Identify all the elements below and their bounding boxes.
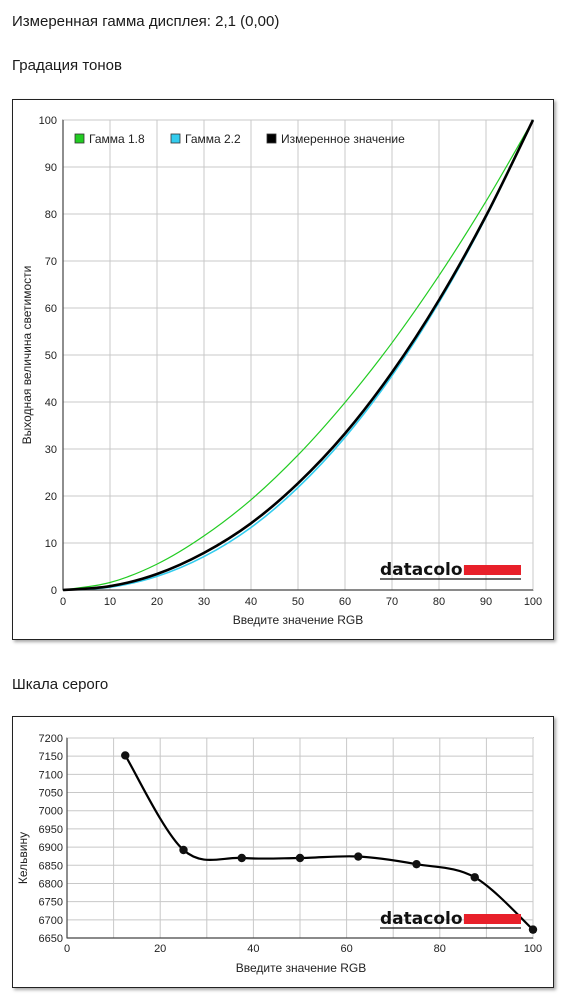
tone-x-tick-label: 20 (151, 596, 163, 608)
tone-legend-label: Гамма 1.8 (89, 132, 145, 146)
tone-y-tick-label: 90 (45, 162, 57, 174)
gray-y-tick-label: 7200 (39, 733, 63, 745)
gray-y-tick-label: 6850 (39, 860, 63, 872)
gray-data-point (237, 853, 246, 863)
tone-chart-frame: 0 10 20 30 40 50 60 70 80 90 100 0 10 20 30 40 50 60 70 80 9… (12, 99, 554, 640)
tone-chart: 0 10 20 30 40 50 60 70 80 90 100 0 10 20 30 40 50 60 70 80 9… (20, 115, 542, 627)
tone-y-tick-label: 40 (45, 397, 57, 409)
gray-data-point (412, 859, 421, 869)
datacolor-logo-bar (464, 914, 521, 924)
gray-y-axis-label: Кельвину (16, 832, 30, 884)
tone-series-line (62, 119, 535, 592)
gray-y-tick-label: 6950 (39, 824, 63, 836)
gray-y-tick-label: 7000 (39, 806, 63, 818)
tone-x-tick-label: 10 (104, 596, 116, 608)
gray-section-title: Шкала серого (12, 676, 109, 693)
gray-data-point (528, 925, 538, 934)
gray-y-tick-label: 7100 (39, 769, 63, 781)
gray-y-tick-label: 6650 (39, 933, 63, 945)
tone-x-tick-label: 50 (292, 596, 304, 608)
tone-x-tick-label: 0 (60, 596, 66, 608)
tone-x-tick-label: 70 (386, 596, 398, 608)
datacolor-logo: datacolor (380, 560, 472, 580)
gray-x-tick-label: 60 (340, 943, 352, 955)
gray-y-tick-label: 6900 (39, 842, 63, 854)
tone-legend-swatch (74, 133, 85, 144)
tone-y-axis-label: Выходная величина светимости (20, 266, 34, 445)
tone-x-tick-label: 80 (433, 596, 445, 608)
tone-x-tick-label: 100 (524, 596, 542, 608)
tone-y-tick-label: 20 (45, 491, 57, 503)
tone-y-tick-label: 80 (45, 209, 57, 221)
tone-y-tick-label: 30 (45, 444, 57, 456)
tone-legend-swatch (266, 133, 277, 144)
gray-chart-frame: 0 20 40 60 80 100 6650 6700 6750 6800 6850 6900 6950… (12, 716, 554, 988)
gray-x-tick-label: 0 (64, 943, 70, 955)
tone-y-tick-label: 100 (39, 115, 57, 127)
gray-y-tick-label: 6800 (39, 878, 63, 890)
tone-series-line (62, 119, 534, 591)
gray-data-point (470, 873, 479, 882)
gray-data-point (295, 853, 305, 863)
gray-x-tick-label: 20 (154, 943, 166, 955)
tone-y-tick-label: 0 (51, 585, 57, 597)
gray-x-tick-label: 80 (434, 943, 446, 955)
gray-x-tick-label: 100 (524, 943, 542, 955)
tone-y-tick-label: 50 (45, 350, 57, 362)
tone-x-tick-label: 60 (339, 596, 351, 608)
gray-x-tick-label: 40 (247, 943, 259, 955)
tone-x-tick-label: 40 (245, 596, 257, 608)
tone-y-tick-label: 10 (45, 538, 57, 550)
tone-y-tick-label: 70 (45, 256, 57, 268)
gray-data-point (121, 751, 130, 760)
tone-legend-label: Измеренное значение (281, 132, 405, 146)
gray-chart: 0 20 40 60 80 100 6650 6700 6750 6800 6850 6900 6950… (16, 733, 542, 975)
gray-y-tick-label: 6700 (39, 915, 63, 927)
tone-x-tick-label: 90 (480, 596, 492, 608)
gray-y-tick-label: 7150 (39, 751, 63, 763)
gray-data-point (179, 845, 188, 855)
gray-y-tick-label: 7050 (39, 788, 63, 800)
datacolor-logo-bar (464, 565, 521, 575)
tone-legend-label: Гамма 2.2 (185, 132, 241, 146)
tone-y-tick-label: 60 (45, 303, 57, 315)
tone-section-title: Градация тонов (12, 57, 122, 74)
tone-legend-swatch (170, 133, 181, 144)
gray-x-axis-label: Введите значение RGB (236, 961, 367, 975)
measured-gamma-text: Измеренная гамма дисплея: 2,1 (0,00) (12, 13, 280, 30)
tone-x-axis-label: Введите значение RGB (233, 613, 364, 627)
gray-y-tick-label: 6750 (39, 897, 63, 909)
gray-data-point (354, 852, 363, 861)
tone-x-tick-label: 30 (198, 596, 210, 608)
datacolor-logo: datacolor (380, 909, 472, 929)
